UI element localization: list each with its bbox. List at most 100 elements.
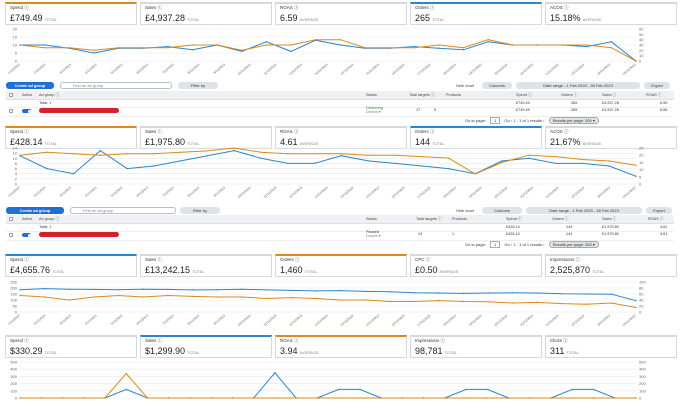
metric-card-roas[interactable]: ROAS ⓘ 3.94 AVERAGE — [275, 335, 407, 358]
row-targets: 17 — [416, 108, 421, 112]
col-ad-group[interactable]: Ad group ⓘ — [39, 93, 60, 97]
redacted-ad-group-name[interactable] — [39, 232, 119, 237]
metric-card-clicks[interactable]: Clicks ⓘ 311 TOTAL — [545, 335, 677, 358]
data-point — [364, 47, 366, 49]
metric-card-sales[interactable]: Sales ⓘ £13,242.15 TOTAL — [140, 254, 272, 277]
left-tick-label: 100 — [10, 388, 17, 393]
data-point — [295, 397, 297, 399]
metric-card-sales[interactable]: Sales ⓘ $1,299.90 TOTAL — [140, 335, 272, 358]
left-tick-label: 8 — [15, 161, 18, 166]
page-input[interactable]: 1 — [490, 117, 501, 124]
total-orders: 265 — [571, 101, 578, 105]
active-toggle[interactable] — [22, 233, 31, 237]
row-status-details[interactable]: Details ▾ — [366, 110, 381, 114]
right-tick-label: 80 — [639, 286, 644, 291]
col-status[interactable]: Status — [366, 217, 377, 221]
row-checkbox[interactable] — [9, 233, 13, 237]
data-point — [528, 157, 530, 159]
col-status[interactable]: Status — [366, 93, 377, 97]
select-all-checkbox[interactable] — [9, 217, 13, 221]
metric-card-roas[interactable]: ROAS ⓘ 4.61 AVERAGE — [275, 126, 407, 149]
row-status-details[interactable]: Details ▾ — [366, 234, 381, 238]
metric-label: Sales ⓘ — [145, 129, 163, 134]
data-point — [394, 162, 396, 165]
col-products[interactable]: Products — [446, 93, 461, 97]
export-button[interactable]: Export — [644, 82, 670, 89]
metric-card-impressions[interactable]: Impressions ⓘ 98,781 TOTAL — [410, 335, 542, 358]
date-range-button[interactable]: Date range - 1 Feb 2023 - 28 Feb 2023 — [516, 82, 640, 89]
active-toggle[interactable] — [22, 109, 31, 113]
results-per-page-select[interactable]: Results per page: 200 ▾ — [548, 117, 599, 124]
search-input[interactable]: Find an ad group — [70, 207, 176, 214]
date-range-button[interactable]: Date range - 1 Feb 2023 - 28 Feb 2023 — [526, 207, 642, 214]
prev-page-icon[interactable]: ‹ — [510, 242, 513, 247]
prev-page-icon[interactable]: ‹ — [510, 118, 513, 123]
panel1-total-row: Total: 1 £749.49 265 £4,937.28 6.59 — [6, 99, 674, 108]
columns-button[interactable]: Columns — [482, 82, 512, 89]
metric-card-orders[interactable]: Orders ⓘ 265 TOTAL — [410, 2, 542, 25]
data-point — [536, 301, 539, 304]
metric-card-spend[interactable]: Spend ⓘ £749.49 TOTAL — [5, 2, 137, 25]
data-point — [339, 39, 341, 41]
row-sales: £1,975.80 — [602, 232, 619, 236]
metric-card-sales[interactable]: Sales ⓘ £4,937.28 TOTAL — [140, 2, 272, 25]
data-point — [421, 155, 423, 158]
col-total-targets[interactable]: Total targets ⓘ — [416, 217, 442, 221]
metric-card-sales[interactable]: Sales ⓘ £1,975.80 TOTAL — [140, 126, 272, 149]
panel1-table-header: Active Ad group ⓘ Status Total targets ⓘ… — [6, 91, 674, 100]
create-ad-group-button[interactable]: Create ad group — [6, 82, 54, 89]
data-point — [550, 397, 552, 399]
metric-card-spend[interactable]: Spend ⓘ $330.29 TOTAL — [5, 335, 137, 358]
select-all-checkbox[interactable] — [9, 93, 13, 97]
col-products[interactable]: Products — [452, 217, 467, 221]
row-checkbox[interactable] — [9, 109, 13, 113]
redacted-ad-group-name[interactable] — [39, 108, 119, 113]
panel1-table-row[interactable]: Delivering Details ▾ 17 5 £749.49 265 £4… — [6, 105, 674, 117]
hide-chart-button[interactable]: Hide chart — [455, 208, 475, 213]
metric-card-cpc[interactable]: CPC ⓘ £0.50 AVERAGE — [410, 254, 542, 277]
total-roas: 6.59 — [660, 101, 668, 105]
col-roas[interactable]: ROAS ⓘ — [648, 217, 664, 221]
panel2-table-row[interactable]: Paused Details ▾ 14 1 £428.14 144 £1,975… — [6, 229, 674, 241]
go-button[interactable]: Go — [504, 242, 510, 247]
export-button[interactable]: Export — [646, 207, 672, 214]
right-tick-label: 10 — [639, 167, 644, 172]
col-spend[interactable]: Spend ⓘ — [506, 217, 522, 221]
go-button[interactable]: Go — [504, 118, 510, 123]
search-input[interactable]: Find an ad group — [60, 82, 172, 89]
data-point — [191, 49, 194, 51]
right-tick-label: 400 — [639, 367, 646, 372]
col-sales[interactable]: Sales ⓘ — [602, 93, 617, 97]
metric-tag: AVERAGE — [582, 17, 602, 22]
filter-by-button[interactable]: Filter by — [178, 82, 218, 89]
create-ad-group-button[interactable]: Create ad group — [6, 207, 64, 214]
metric-card-orders[interactable]: Orders ⓘ 144 TOTAL — [410, 126, 542, 149]
metric-tag: TOTAL — [592, 269, 605, 274]
col-orders[interactable]: Orders ⓘ — [552, 217, 569, 221]
metric-card-spend[interactable]: Spend ⓘ £4,655.76 TOTAL — [5, 254, 137, 277]
col-sales[interactable]: Sales ⓘ — [602, 217, 617, 221]
columns-button[interactable]: Columns — [482, 207, 522, 214]
left-tick-label: 400 — [10, 367, 17, 372]
col-orders[interactable]: Orders ⓘ — [561, 93, 578, 97]
next-page-icon[interactable]: › — [543, 118, 545, 123]
metric-label: ACOS ⓘ — [550, 5, 569, 10]
metric-card-orders[interactable]: Orders ⓘ 1,460 TOTAL — [275, 254, 407, 277]
data-point — [512, 292, 514, 294]
metric-card-spend[interactable]: Spend ⓘ £428.14 TOTAL — [5, 126, 137, 149]
metric-card-roas[interactable]: ROAS ⓘ 6.59 AVERAGE — [275, 2, 407, 25]
col-total-targets[interactable]: Total targets ⓘ — [409, 93, 435, 97]
page-input[interactable]: 1 — [490, 241, 501, 248]
results-per-page-select[interactable]: Results per page: 200 ▾ — [548, 241, 599, 248]
col-spend[interactable]: Spend ⓘ — [516, 93, 532, 97]
metric-card-acos[interactable]: ACOS ⓘ 15.18% AVERAGE — [545, 2, 677, 25]
metric-tag: TOTAL — [304, 269, 318, 274]
filter-by-button[interactable]: Filter by — [180, 207, 220, 214]
metric-card-acos[interactable]: ACOS ⓘ 21.67% AVERAGE — [545, 126, 677, 149]
next-page-icon[interactable]: › — [543, 242, 545, 247]
col-ad-group[interactable]: Ad group ⓘ — [39, 217, 60, 221]
hide-chart-button[interactable]: Hide chart — [455, 83, 475, 88]
col-roas[interactable]: ROAS ⓘ — [646, 93, 662, 97]
data-point — [635, 306, 637, 309]
metric-card-impressions[interactable]: Impressions ⓘ 2,525,870 TOTAL — [545, 254, 677, 277]
